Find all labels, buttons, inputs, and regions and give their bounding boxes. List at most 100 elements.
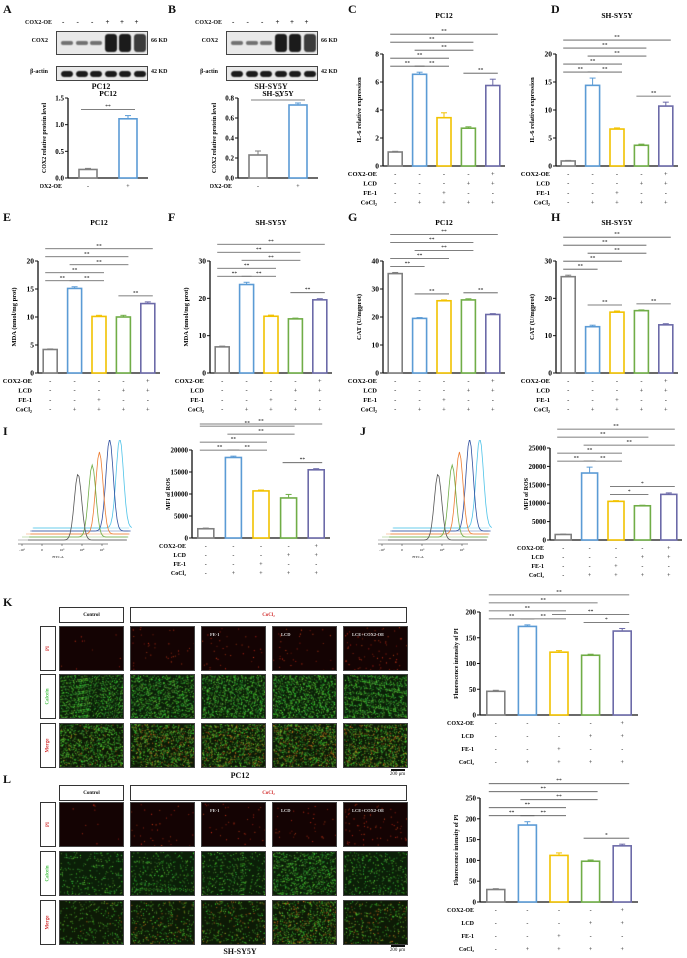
column-tag: LCD [281, 808, 291, 813]
svg-text:-: - [562, 555, 564, 561]
svg-text:-: - [394, 171, 396, 178]
y-axis-label: MFI of ROS [166, 477, 172, 510]
svg-text:-: - [567, 378, 569, 385]
svg-text:+: + [467, 388, 471, 395]
svg-text:+: + [442, 200, 446, 207]
svg-text:-: - [592, 171, 594, 178]
svg-text:**: ** [429, 237, 435, 243]
bar [609, 311, 625, 374]
svg-text:**: ** [614, 35, 620, 41]
svg-text:-: - [205, 571, 207, 577]
svg-text:-: - [315, 562, 317, 568]
svg-text:**: ** [96, 259, 102, 265]
svg-text:10³: 10³ [420, 548, 425, 552]
svg-text:-: - [270, 388, 272, 395]
svg-text:-: - [467, 397, 469, 404]
band-kd: 66 KD [321, 38, 338, 44]
micrograph [130, 802, 195, 847]
svg-text:FE-1: FE-1 [531, 564, 544, 570]
svg-text:20: 20 [199, 294, 207, 303]
svg-text:*: * [641, 481, 644, 487]
bar [279, 497, 298, 539]
svg-text:**: ** [556, 794, 562, 800]
svg-text:**: ** [600, 456, 606, 462]
svg-text:-: - [147, 397, 149, 404]
svg-text:FE-1: FE-1 [18, 397, 32, 404]
svg-text:**: ** [244, 445, 250, 451]
lane-sign: - [76, 18, 79, 26]
band-name: COX2 [31, 38, 48, 44]
y-axis-label: Fluorescence intensity of PI [454, 627, 460, 698]
band [289, 34, 301, 52]
svg-text:**: ** [478, 287, 484, 293]
bar [580, 472, 599, 541]
chart-f-mda-shsy5y: SH-SY5Y 0 10 20 30 MDA (nmol/mg prot) ** ** ** **… [175, 218, 332, 414]
svg-text:+: + [664, 181, 668, 188]
svg-text:+: + [640, 407, 644, 414]
band [119, 70, 131, 77]
svg-text:30: 30 [372, 285, 380, 294]
svg-text:+: + [318, 407, 322, 414]
svg-text:COX2-OE: COX2-OE [175, 378, 204, 385]
svg-text:0: 0 [375, 162, 379, 171]
svg-text:COX2-OE: COX2-OE [521, 171, 550, 178]
band [231, 41, 243, 45]
chart-g-cat-pc12: PC12 0 10 20 30 40 CAT (U/mgprot) ** ** ** ** ** ** *… [348, 218, 505, 414]
svg-text:LCD: LCD [531, 555, 544, 561]
svg-text:-: - [394, 397, 396, 404]
svg-text:10000: 10000 [171, 491, 189, 499]
svg-text:COX2-OE: COX2-OE [159, 544, 186, 550]
svg-text:+: + [640, 388, 644, 395]
svg-text:**: ** [540, 810, 546, 816]
svg-text:0.6: 0.6 [225, 115, 234, 123]
chart-title: PC12 [435, 11, 453, 20]
svg-text:+: + [122, 388, 126, 395]
svg-text:-: - [260, 553, 262, 559]
svg-text:+: + [442, 397, 446, 404]
svg-text:10⁵: 10⁵ [100, 548, 106, 552]
header-cocl2: CoCl₂ [130, 607, 407, 623]
svg-text:15000: 15000 [529, 481, 547, 489]
svg-text:20000: 20000 [171, 447, 189, 455]
svg-text:LCD: LCD [461, 921, 474, 927]
svg-text:**: ** [441, 45, 447, 51]
svg-text:-: - [665, 397, 667, 404]
svg-text:-: - [526, 747, 528, 753]
svg-text:40: 40 [372, 257, 380, 266]
svg-text:+: + [418, 200, 422, 207]
svg-text:+: + [641, 555, 645, 561]
svg-text:+: + [621, 947, 625, 953]
svg-text:+: + [318, 388, 322, 395]
svg-text:10⁵: 10⁵ [460, 548, 466, 552]
bar [252, 490, 270, 539]
svg-text:-: - [567, 171, 569, 178]
svg-text:10: 10 [27, 313, 35, 322]
svg-text:**: ** [268, 255, 274, 261]
svg-text:CoCl₂: CoCl₂ [459, 760, 474, 766]
svg-text:50: 50 [469, 686, 477, 694]
header-cocl2: CoCl₂ [130, 785, 407, 801]
bar [214, 346, 231, 374]
svg-text:+: + [491, 378, 495, 385]
svg-text:-: - [495, 908, 497, 914]
micrograph [130, 674, 195, 719]
svg-text:+: + [126, 184, 130, 190]
bar [633, 309, 650, 374]
micrograph [130, 900, 195, 945]
svg-text:+: + [557, 947, 561, 953]
svg-text:+: + [621, 721, 625, 727]
svg-text:-: - [294, 378, 296, 385]
bar [436, 116, 452, 167]
band [260, 41, 272, 45]
svg-text:+: + [621, 921, 625, 927]
svg-text:+: + [97, 397, 101, 404]
chart-d-il6-shsy5y: SH-SY5Y 0 5 10 15 20 IL-6 relative expression *… [521, 11, 678, 207]
column-tag: FE-1 [210, 632, 220, 637]
svg-text:CoCl₂: CoCl₂ [459, 947, 474, 953]
lane-sign: - [91, 18, 94, 26]
svg-text:-: - [394, 200, 396, 207]
svg-text:-: - [567, 397, 569, 404]
svg-text:+: + [315, 571, 319, 577]
svg-text:15: 15 [27, 285, 35, 294]
svg-text:COX2-OE: COX2-OE [210, 184, 232, 190]
